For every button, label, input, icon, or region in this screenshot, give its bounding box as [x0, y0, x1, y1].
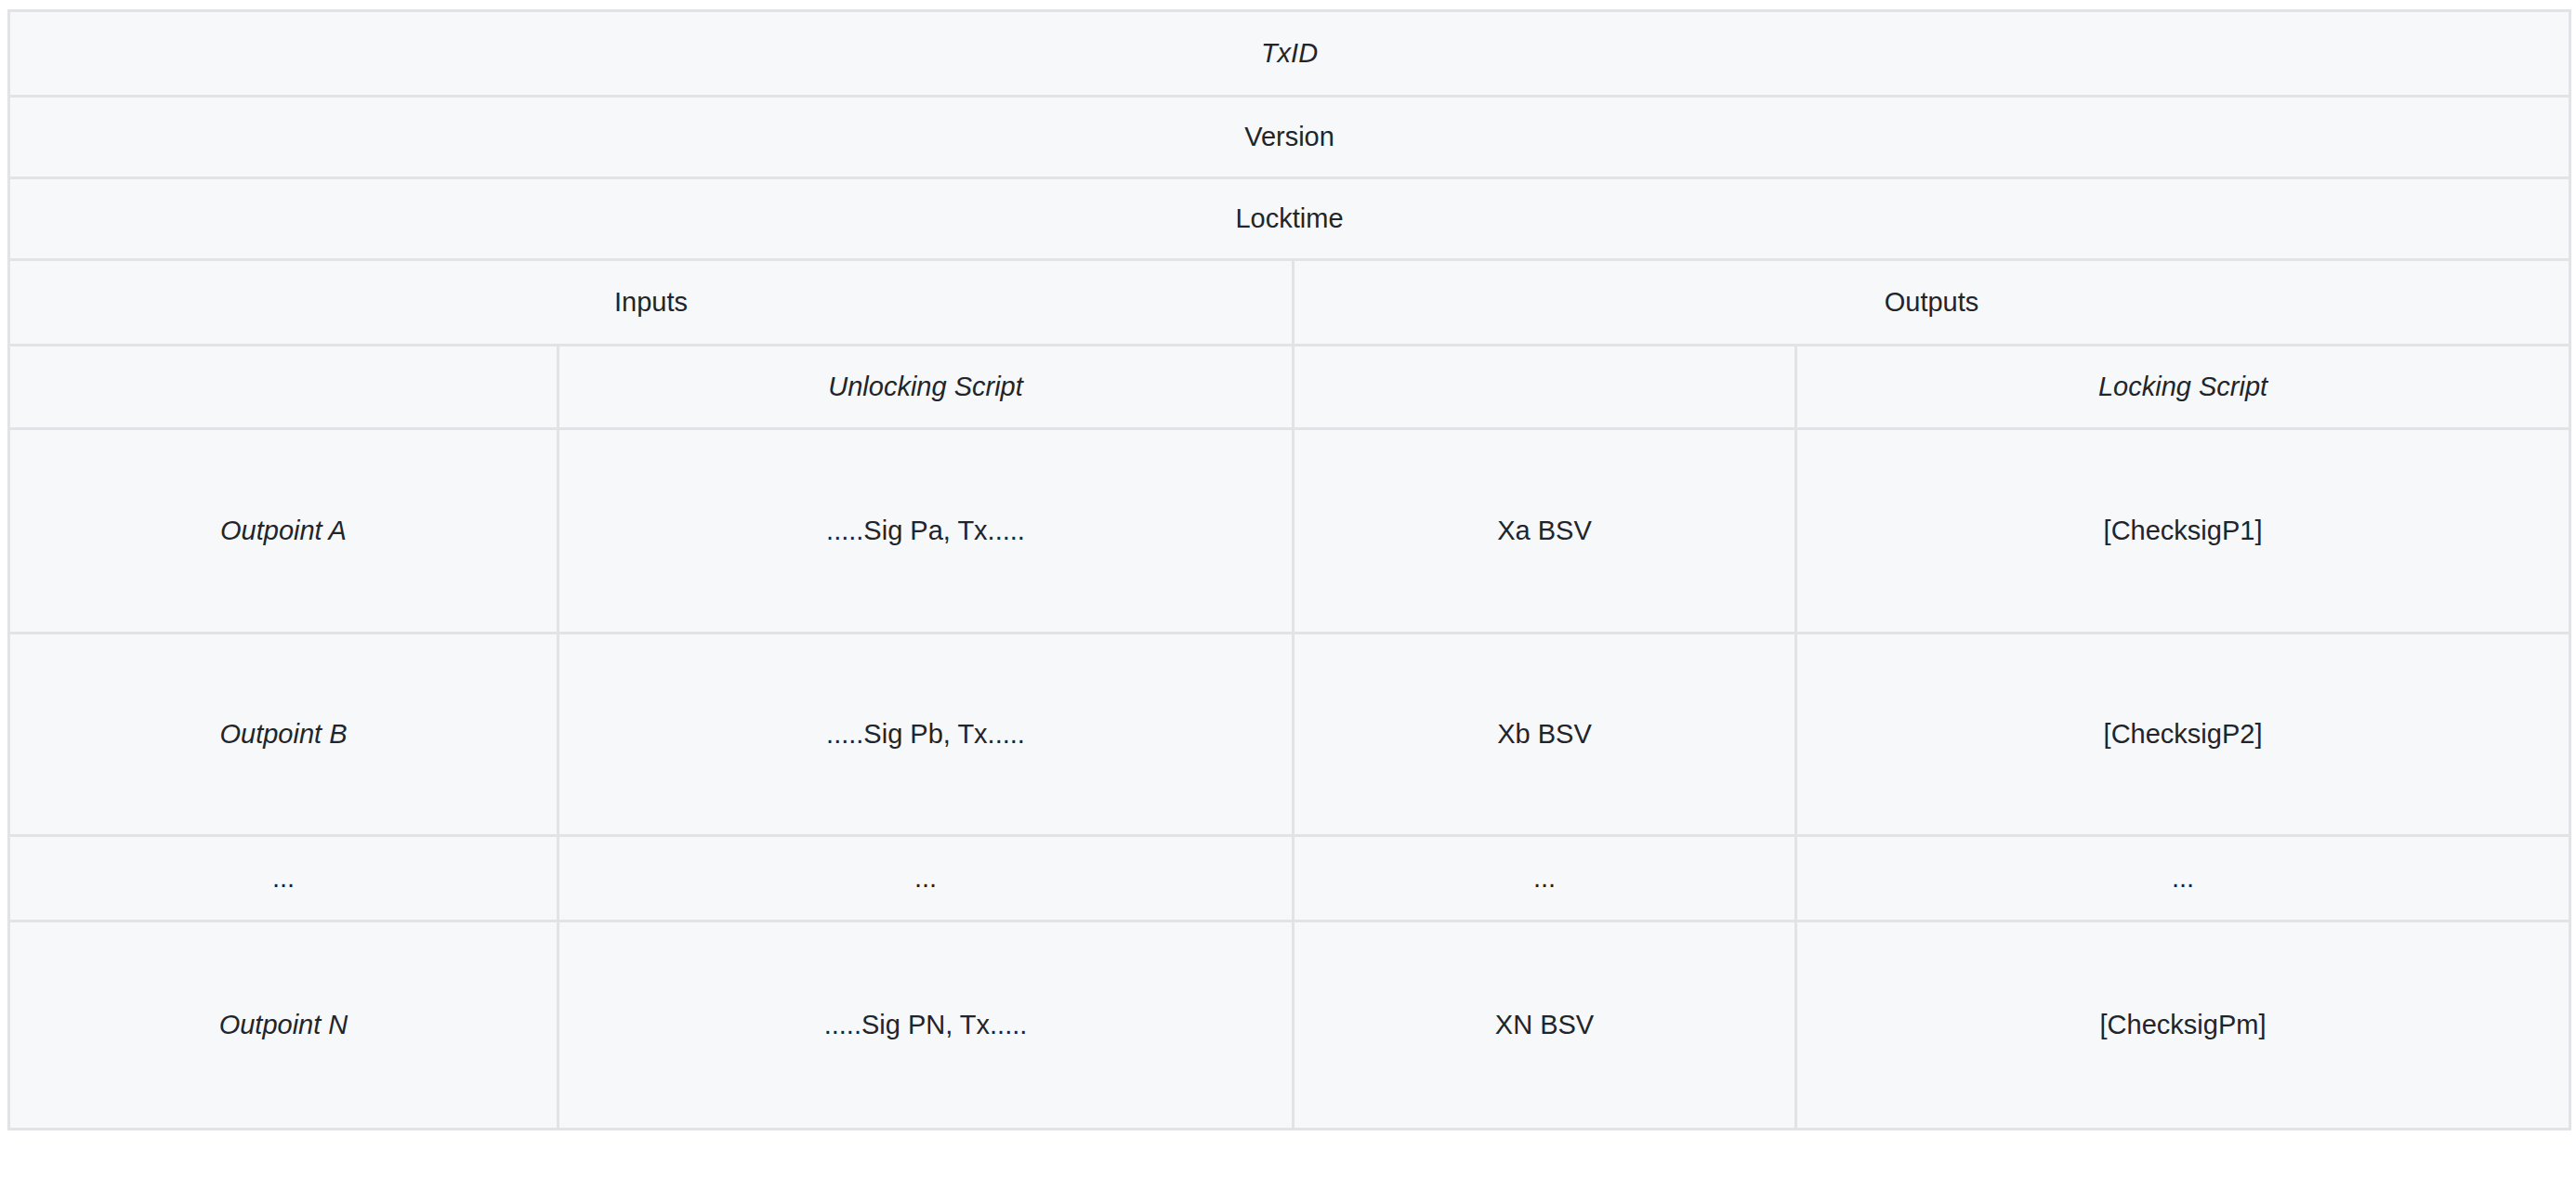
locking-script-cell: ...: [1796, 836, 2570, 921]
txid-cell: TxID: [9, 11, 2570, 97]
unlocking-script-cell: ...: [559, 836, 1294, 921]
txid-row: TxID: [9, 11, 2570, 97]
unlocking-script-cell: .....Sig PN, Tx.....: [559, 921, 1294, 1130]
table-row-outpoint-a: Outpoint A .....Sig Pa, Tx..... Xa BSV […: [9, 429, 2570, 634]
locking-script-cell: [ChecksigPm]: [1796, 921, 2570, 1130]
outpoint-cell: Outpoint N: [9, 921, 559, 1130]
locking-script-cell: [ChecksigP1]: [1796, 429, 2570, 634]
output-value-cell: ...: [1294, 836, 1796, 921]
outpoint-header-empty-cell: [9, 346, 559, 429]
unlocking-script-header: Unlocking Script: [559, 346, 1294, 429]
table-row-outpoint-b: Outpoint B .....Sig Pb, Tx..... Xb BSV […: [9, 634, 2570, 836]
table-row-outpoint-n: Outpoint N .....Sig PN, Tx..... XN BSV […: [9, 921, 2570, 1130]
transaction-structure-table: TxID Version Locktime Inputs Outputs Unl…: [7, 9, 2571, 1130]
inputs-header: Inputs: [9, 260, 1294, 346]
locktime-cell: Locktime: [9, 178, 2570, 260]
script-header-row: Unlocking Script Locking Script: [9, 346, 2570, 429]
output-value-cell: Xa BSV: [1294, 429, 1796, 634]
locktime-row: Locktime: [9, 178, 2570, 260]
locking-script-header: Locking Script: [1796, 346, 2570, 429]
version-row: Version: [9, 97, 2570, 178]
inputs-outputs-header-row: Inputs Outputs: [9, 260, 2570, 346]
outputs-header: Outputs: [1294, 260, 2570, 346]
version-cell: Version: [9, 97, 2570, 178]
output-value-cell: XN BSV: [1294, 921, 1796, 1130]
output-value-header-empty-cell: [1294, 346, 1796, 429]
unlocking-script-cell: .....Sig Pb, Tx.....: [559, 634, 1294, 836]
outpoint-cell: Outpoint A: [9, 429, 559, 634]
outpoint-cell: ...: [9, 836, 559, 921]
unlocking-script-cell: .....Sig Pa, Tx.....: [559, 429, 1294, 634]
outpoint-cell: Outpoint B: [9, 634, 559, 836]
output-value-cell: Xb BSV: [1294, 634, 1796, 836]
table-row-ellipsis: ... ... ... ...: [9, 836, 2570, 921]
locking-script-cell: [ChecksigP2]: [1796, 634, 2570, 836]
